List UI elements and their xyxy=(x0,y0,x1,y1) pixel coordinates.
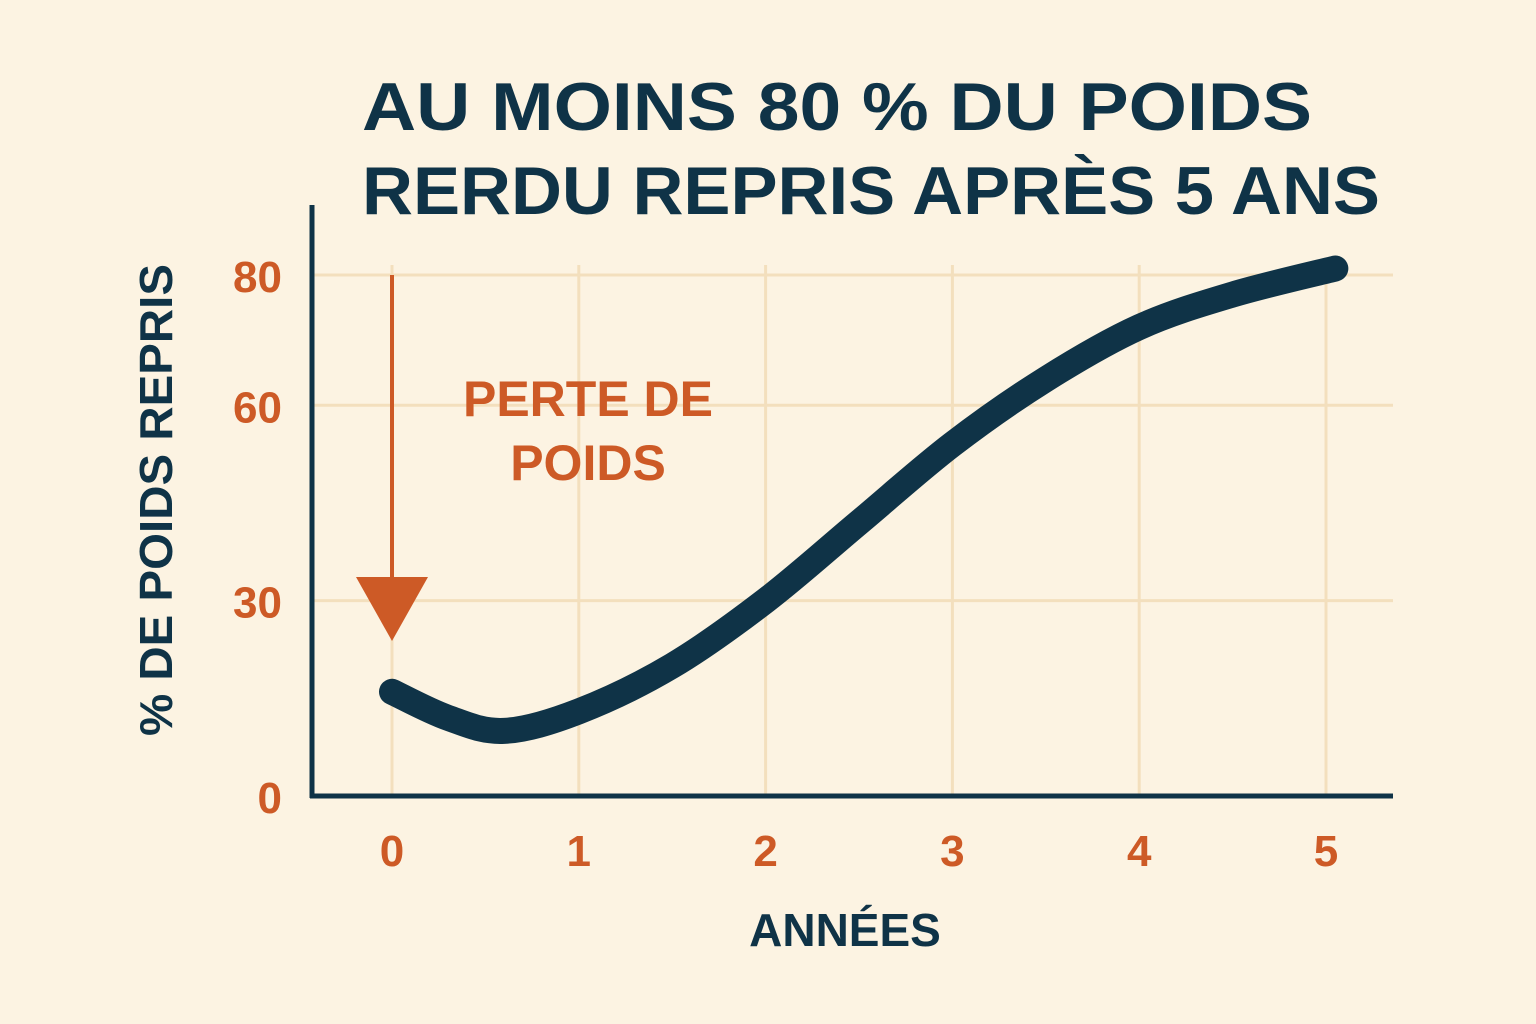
series-line-1 xyxy=(379,255,1349,744)
title-line-2: RERDU REPRIS APRÈS 5 ANS xyxy=(362,153,1380,229)
annotation-arrowhead xyxy=(356,577,428,641)
tick-labels: 0 1 2 3 4 5 0 30 60 80 xyxy=(233,253,1338,876)
x-tick-label-1: 1 xyxy=(567,827,591,876)
axis-labels: ANNÉES % DE POIDS REPRIS xyxy=(130,264,941,956)
annotation: PERTE DE POIDS xyxy=(356,275,713,641)
y-tick-label-80: 80 xyxy=(233,253,282,302)
x-tick-label-2: 2 xyxy=(753,827,777,876)
title-line-1: AU MOINS 80 % DU POIDS xyxy=(362,69,1312,145)
y-tick-label-30: 30 xyxy=(233,579,282,628)
y-tick-label-0: 0 xyxy=(258,774,282,823)
x-tick-label-5: 5 xyxy=(1314,827,1338,876)
y-tick-label-60: 60 xyxy=(233,383,282,432)
axes xyxy=(309,205,1393,799)
chart-title: AU MOINS 80 % DU POIDS RERDU REPRIS APRÈS… xyxy=(362,69,1380,229)
annotation-text-line-1: PERTE DE xyxy=(463,371,713,427)
y-axis-label: % DE POIDS REPRIS xyxy=(130,264,182,736)
x-tick-label-3: 3 xyxy=(940,827,964,876)
series-group xyxy=(379,255,1349,744)
x-tick-label-0: 0 xyxy=(380,827,404,876)
annotation-text-line-2: POIDS xyxy=(510,435,666,491)
x-tick-label-4: 4 xyxy=(1127,827,1152,876)
x-axis-label: ANNÉES xyxy=(749,904,941,956)
